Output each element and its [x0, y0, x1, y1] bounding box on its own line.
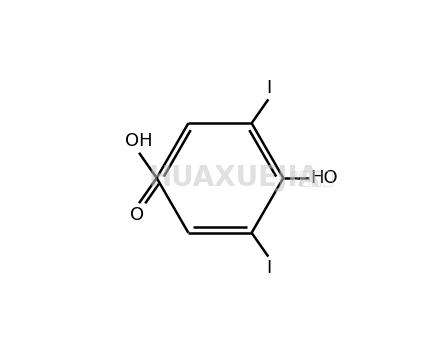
- Text: I: I: [266, 260, 271, 277]
- Text: O: O: [130, 206, 144, 224]
- Text: 化学加: 化学加: [299, 168, 334, 188]
- Text: HUAXUEJIA: HUAXUEJIA: [148, 164, 319, 192]
- Text: I: I: [266, 79, 271, 96]
- Text: ®: ®: [289, 170, 301, 183]
- Text: OH: OH: [125, 132, 153, 150]
- Text: HO: HO: [311, 169, 338, 187]
